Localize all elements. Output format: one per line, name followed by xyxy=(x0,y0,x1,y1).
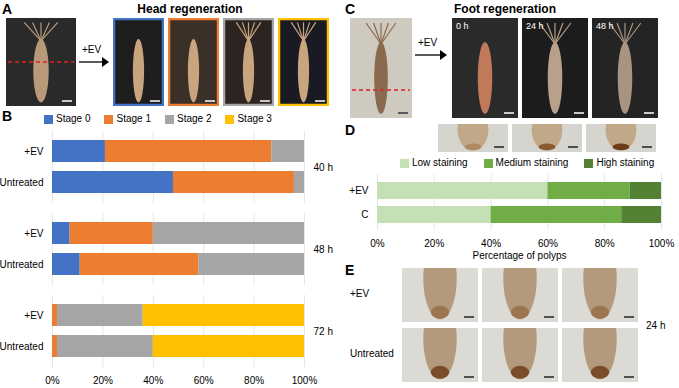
html-text:+EV: +EV xyxy=(82,44,102,55)
svg-text:48 h: 48 h xyxy=(314,244,333,255)
svg-text:40%: 40% xyxy=(143,375,163,386)
svg-text:40 h: 40 h xyxy=(314,162,333,173)
html-text:24 h: 24 h xyxy=(646,320,666,331)
svg-text:Untreated: Untreated xyxy=(0,341,44,352)
html-text:Low staining: Low staining xyxy=(412,157,468,168)
svg-text:20%: 20% xyxy=(93,375,113,386)
html-text:+EV: +EV xyxy=(418,37,438,48)
svg-text:100%: 100% xyxy=(292,375,318,386)
svg-text:Percentage of polyps: Percentage of polyps xyxy=(473,250,567,261)
svg-text:Untreated: Untreated xyxy=(0,259,44,270)
svg-text:+EV: +EV xyxy=(24,146,44,157)
html-text:Foot regeneration: Foot regeneration xyxy=(454,2,556,16)
svg-text:20%: 20% xyxy=(424,238,444,249)
svg-text:80%: 80% xyxy=(595,238,615,249)
svg-text:+EV: +EV xyxy=(349,185,369,196)
html-text:B: B xyxy=(2,108,13,124)
html-text:D: D xyxy=(345,122,356,138)
svg-text:+EV: +EV xyxy=(24,228,44,239)
svg-text:Untreated: Untreated xyxy=(0,177,44,188)
svg-text:60%: 60% xyxy=(194,375,214,386)
svg-text:+EV: +EV xyxy=(24,310,44,321)
html-text:+EV: +EV xyxy=(350,288,370,299)
html-text:Head regeneration: Head regeneration xyxy=(137,2,243,16)
html-text:High staining: High staining xyxy=(596,157,655,168)
html-text:Stage 2: Stage 2 xyxy=(177,113,212,124)
svg-text:60%: 60% xyxy=(538,238,558,249)
html-text:Medium staining: Medium staining xyxy=(495,157,569,168)
html-text:Untreated: Untreated xyxy=(350,348,394,359)
svg-text:0%: 0% xyxy=(45,375,60,386)
html-text:Stage 0: Stage 0 xyxy=(56,113,91,124)
html-text:0 h: 0 h xyxy=(456,21,469,31)
html-text:24 h: 24 h xyxy=(526,21,544,31)
html-text:48 h: 48 h xyxy=(596,21,614,31)
html-text:Stage 3: Stage 3 xyxy=(237,113,272,124)
svg-text:40%: 40% xyxy=(481,238,501,249)
svg-text:C: C xyxy=(361,209,368,220)
svg-text:72 h: 72 h xyxy=(314,326,333,337)
html-text:E: E xyxy=(345,262,355,278)
svg-text:80%: 80% xyxy=(244,375,264,386)
svg-text:100%: 100% xyxy=(649,238,675,249)
html-text:C: C xyxy=(345,1,356,17)
svg-text:0%: 0% xyxy=(370,238,385,249)
html-text:Stage 1: Stage 1 xyxy=(116,113,151,124)
html-text:A: A xyxy=(2,1,13,17)
